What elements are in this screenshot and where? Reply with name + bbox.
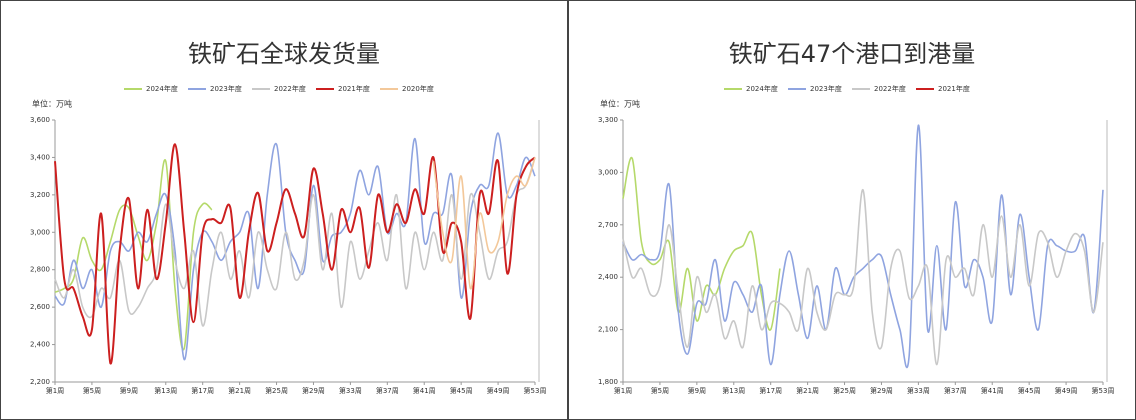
y-tick-label: 3,400 bbox=[30, 153, 50, 161]
x-tick-label: 第37周 bbox=[376, 386, 399, 395]
x-tick-label: 第5周 bbox=[651, 386, 669, 395]
y-tick-label: 2,600 bbox=[30, 303, 50, 311]
series-line bbox=[622, 124, 1104, 368]
x-tick-label: 第41周 bbox=[413, 386, 436, 395]
x-tick-label: 第21周 bbox=[228, 386, 251, 395]
x-tick-label: 第17周 bbox=[759, 386, 782, 395]
series-line bbox=[54, 157, 536, 327]
x-tick-label: 第49周 bbox=[1055, 386, 1078, 395]
x-tick-label: 第25周 bbox=[833, 386, 856, 395]
y-tick-label: 3,300 bbox=[598, 116, 618, 124]
x-tick-label: 第5周 bbox=[83, 386, 101, 395]
x-tick-label: 第37周 bbox=[944, 386, 967, 395]
x-tick-label: 第1周 bbox=[46, 386, 64, 395]
x-tick-label: 第13周 bbox=[154, 386, 177, 395]
y-tick-label: 2,400 bbox=[598, 273, 618, 281]
x-tick-label: 第17周 bbox=[191, 386, 214, 395]
x-tick-label: 第41周 bbox=[981, 386, 1004, 395]
y-tick-label: 2,700 bbox=[598, 221, 618, 229]
unit-label: 单位：万吨 bbox=[32, 99, 72, 109]
x-tick-label: 第45周 bbox=[450, 386, 473, 395]
series-line bbox=[622, 156, 781, 331]
legend-label: 2021年度 bbox=[338, 84, 370, 93]
legend-label: 2020年度 bbox=[402, 84, 434, 93]
x-tick-label: 第13周 bbox=[722, 386, 745, 395]
y-tick-label: 2,200 bbox=[30, 378, 50, 386]
legend-label: 2024年度 bbox=[146, 84, 178, 93]
y-tick-label: 2,100 bbox=[598, 326, 618, 334]
legend-label: 2022年度 bbox=[874, 84, 906, 93]
series-line bbox=[54, 159, 213, 351]
legend-label: 2021年度 bbox=[938, 84, 970, 93]
x-tick-label: 第9周 bbox=[120, 386, 138, 395]
legend-label: 2023年度 bbox=[810, 84, 842, 93]
x-tick-label: 第21周 bbox=[796, 386, 819, 395]
x-tick-label: 第25周 bbox=[265, 386, 288, 395]
x-tick-label: 第49周 bbox=[487, 386, 510, 395]
y-tick-label: 3,200 bbox=[30, 191, 50, 199]
series-line bbox=[432, 157, 536, 290]
x-tick-label: 第45周 bbox=[1018, 386, 1041, 395]
chart-title: 铁矿石47个港口到港量 bbox=[729, 40, 976, 68]
unit-label: 单位：万吨 bbox=[600, 99, 640, 109]
chart-title: 铁矿石全球发货量 bbox=[188, 40, 380, 68]
series-line bbox=[54, 143, 536, 365]
y-tick-label: 3,000 bbox=[30, 228, 50, 236]
x-tick-label: 第9周 bbox=[688, 386, 706, 395]
x-tick-label: 第29周 bbox=[870, 386, 893, 395]
x-tick-label: 第53周 bbox=[524, 386, 547, 395]
x-tick-label: 第1周 bbox=[614, 386, 632, 395]
y-tick-label: 2,400 bbox=[30, 341, 50, 349]
x-tick-label: 第33周 bbox=[907, 386, 930, 395]
x-tick-label: 第33周 bbox=[339, 386, 362, 395]
series-line bbox=[54, 132, 536, 361]
legend-label: 2022年度 bbox=[274, 84, 306, 93]
series-line bbox=[622, 189, 1104, 366]
x-tick-label: 第53周 bbox=[1092, 386, 1115, 395]
y-tick-label: 3,000 bbox=[598, 168, 618, 176]
x-tick-label: 第29周 bbox=[302, 386, 325, 395]
y-tick-label: 2,800 bbox=[30, 266, 50, 274]
legend-label: 2024年度 bbox=[746, 84, 778, 93]
legend-label: 2023年度 bbox=[210, 84, 242, 93]
y-tick-label: 3,600 bbox=[30, 116, 50, 124]
y-tick-label: 1,800 bbox=[598, 378, 618, 386]
